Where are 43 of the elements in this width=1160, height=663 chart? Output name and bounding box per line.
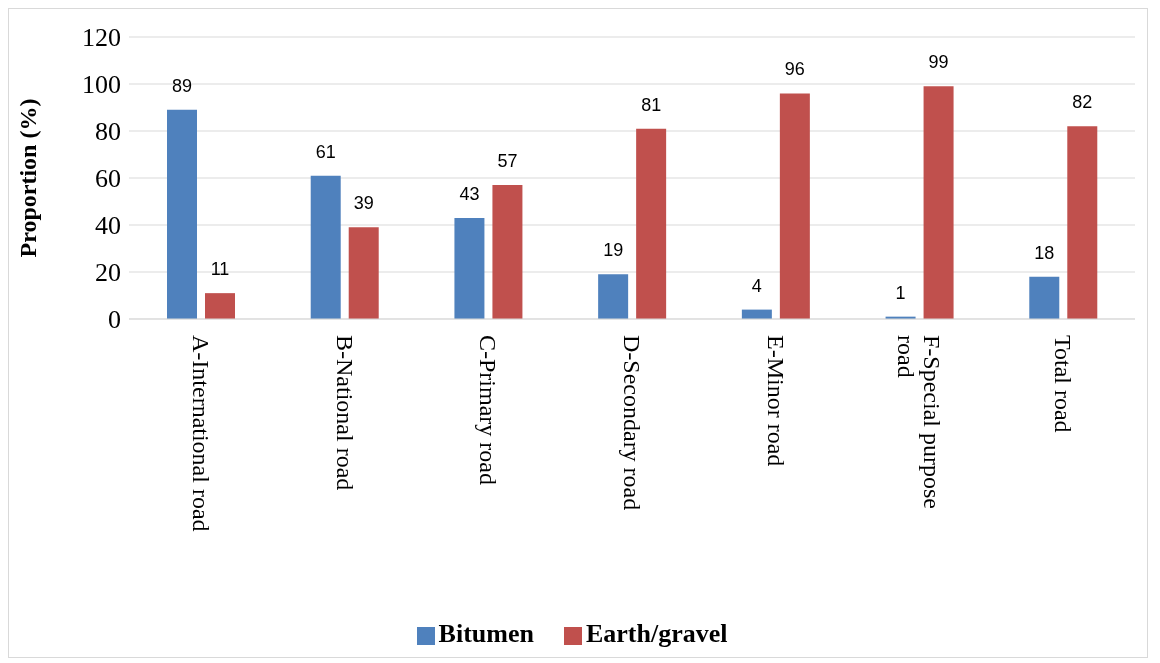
data-label: 81 [641, 94, 662, 115]
data-label: 18 [1034, 242, 1055, 263]
x-tick-label: A-International road [187, 335, 214, 532]
x-tick-label: F-Special purpose road [893, 335, 946, 509]
bar [454, 217, 485, 319]
bar [1067, 126, 1098, 319]
y-tick-label: 120 [82, 23, 121, 53]
data-label: 4 [751, 275, 762, 296]
y-axis-title: Proportion (%) [14, 98, 41, 258]
data-label: 89 [171, 75, 193, 96]
bar [167, 109, 197, 319]
bar [310, 175, 341, 319]
y-tick-label: 80 [95, 117, 121, 147]
x-tick-label: Total road [1050, 335, 1077, 433]
x-tick-label: E-Minor road [762, 335, 789, 467]
y-tick-label: 60 [95, 164, 121, 194]
data-label: 57 [497, 151, 518, 172]
legend-label: Bitumen [438, 619, 534, 648]
bar [492, 185, 523, 319]
bar [205, 293, 235, 319]
bar [348, 227, 379, 319]
data-label: 82 [1072, 92, 1093, 113]
data-label: 96 [784, 59, 805, 80]
bar [598, 274, 629, 319]
y-tick-label: 0 [108, 305, 121, 335]
data-label: 39 [353, 193, 374, 214]
data-label: 1 [895, 282, 906, 303]
data-label: 61 [315, 141, 336, 162]
bar [1029, 276, 1060, 319]
x-tick-label: D-Secondary road [619, 335, 645, 511]
data-label: 43 [459, 183, 480, 204]
data-label: 11 [210, 259, 230, 280]
y-tick-label: 20 [95, 258, 121, 288]
legend-label: Earth/gravel [585, 619, 728, 648]
bar [636, 128, 667, 319]
y-tick-label: 40 [95, 211, 121, 241]
data-label: 19 [603, 240, 624, 261]
y-tick-label: 100 [82, 70, 121, 100]
bar [923, 86, 954, 319]
data-label: 99 [928, 52, 949, 73]
x-tick-label: B-National road [331, 335, 358, 491]
bar [779, 93, 810, 319]
x-tick-label: C-Primary road [475, 335, 502, 485]
